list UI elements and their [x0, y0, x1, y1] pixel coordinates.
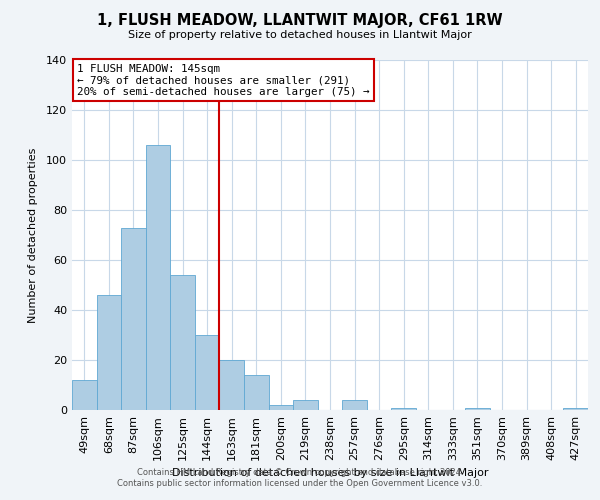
Bar: [121, 228, 146, 410]
Text: 1, FLUSH MEADOW, LLANTWIT MAJOR, CF61 1RW: 1, FLUSH MEADOW, LLANTWIT MAJOR, CF61 1R…: [97, 12, 503, 28]
X-axis label: Distribution of detached houses by size in Llantwit Major: Distribution of detached houses by size …: [172, 468, 488, 478]
Bar: [72, 380, 97, 410]
Text: Contains HM Land Registry data © Crown copyright and database right 2024.
Contai: Contains HM Land Registry data © Crown c…: [118, 468, 482, 487]
Text: Size of property relative to detached houses in Llantwit Major: Size of property relative to detached ho…: [128, 30, 472, 40]
Bar: [170, 275, 195, 410]
Bar: [220, 360, 244, 410]
Bar: [465, 408, 490, 410]
Bar: [563, 408, 588, 410]
Bar: [391, 408, 416, 410]
Y-axis label: Number of detached properties: Number of detached properties: [28, 148, 38, 322]
Bar: [97, 295, 121, 410]
Bar: [342, 400, 367, 410]
Bar: [195, 335, 220, 410]
Text: 1 FLUSH MEADOW: 145sqm
← 79% of detached houses are smaller (291)
20% of semi-de: 1 FLUSH MEADOW: 145sqm ← 79% of detached…: [77, 64, 370, 96]
Bar: [293, 400, 318, 410]
Bar: [269, 405, 293, 410]
Bar: [146, 145, 170, 410]
Bar: [244, 375, 269, 410]
